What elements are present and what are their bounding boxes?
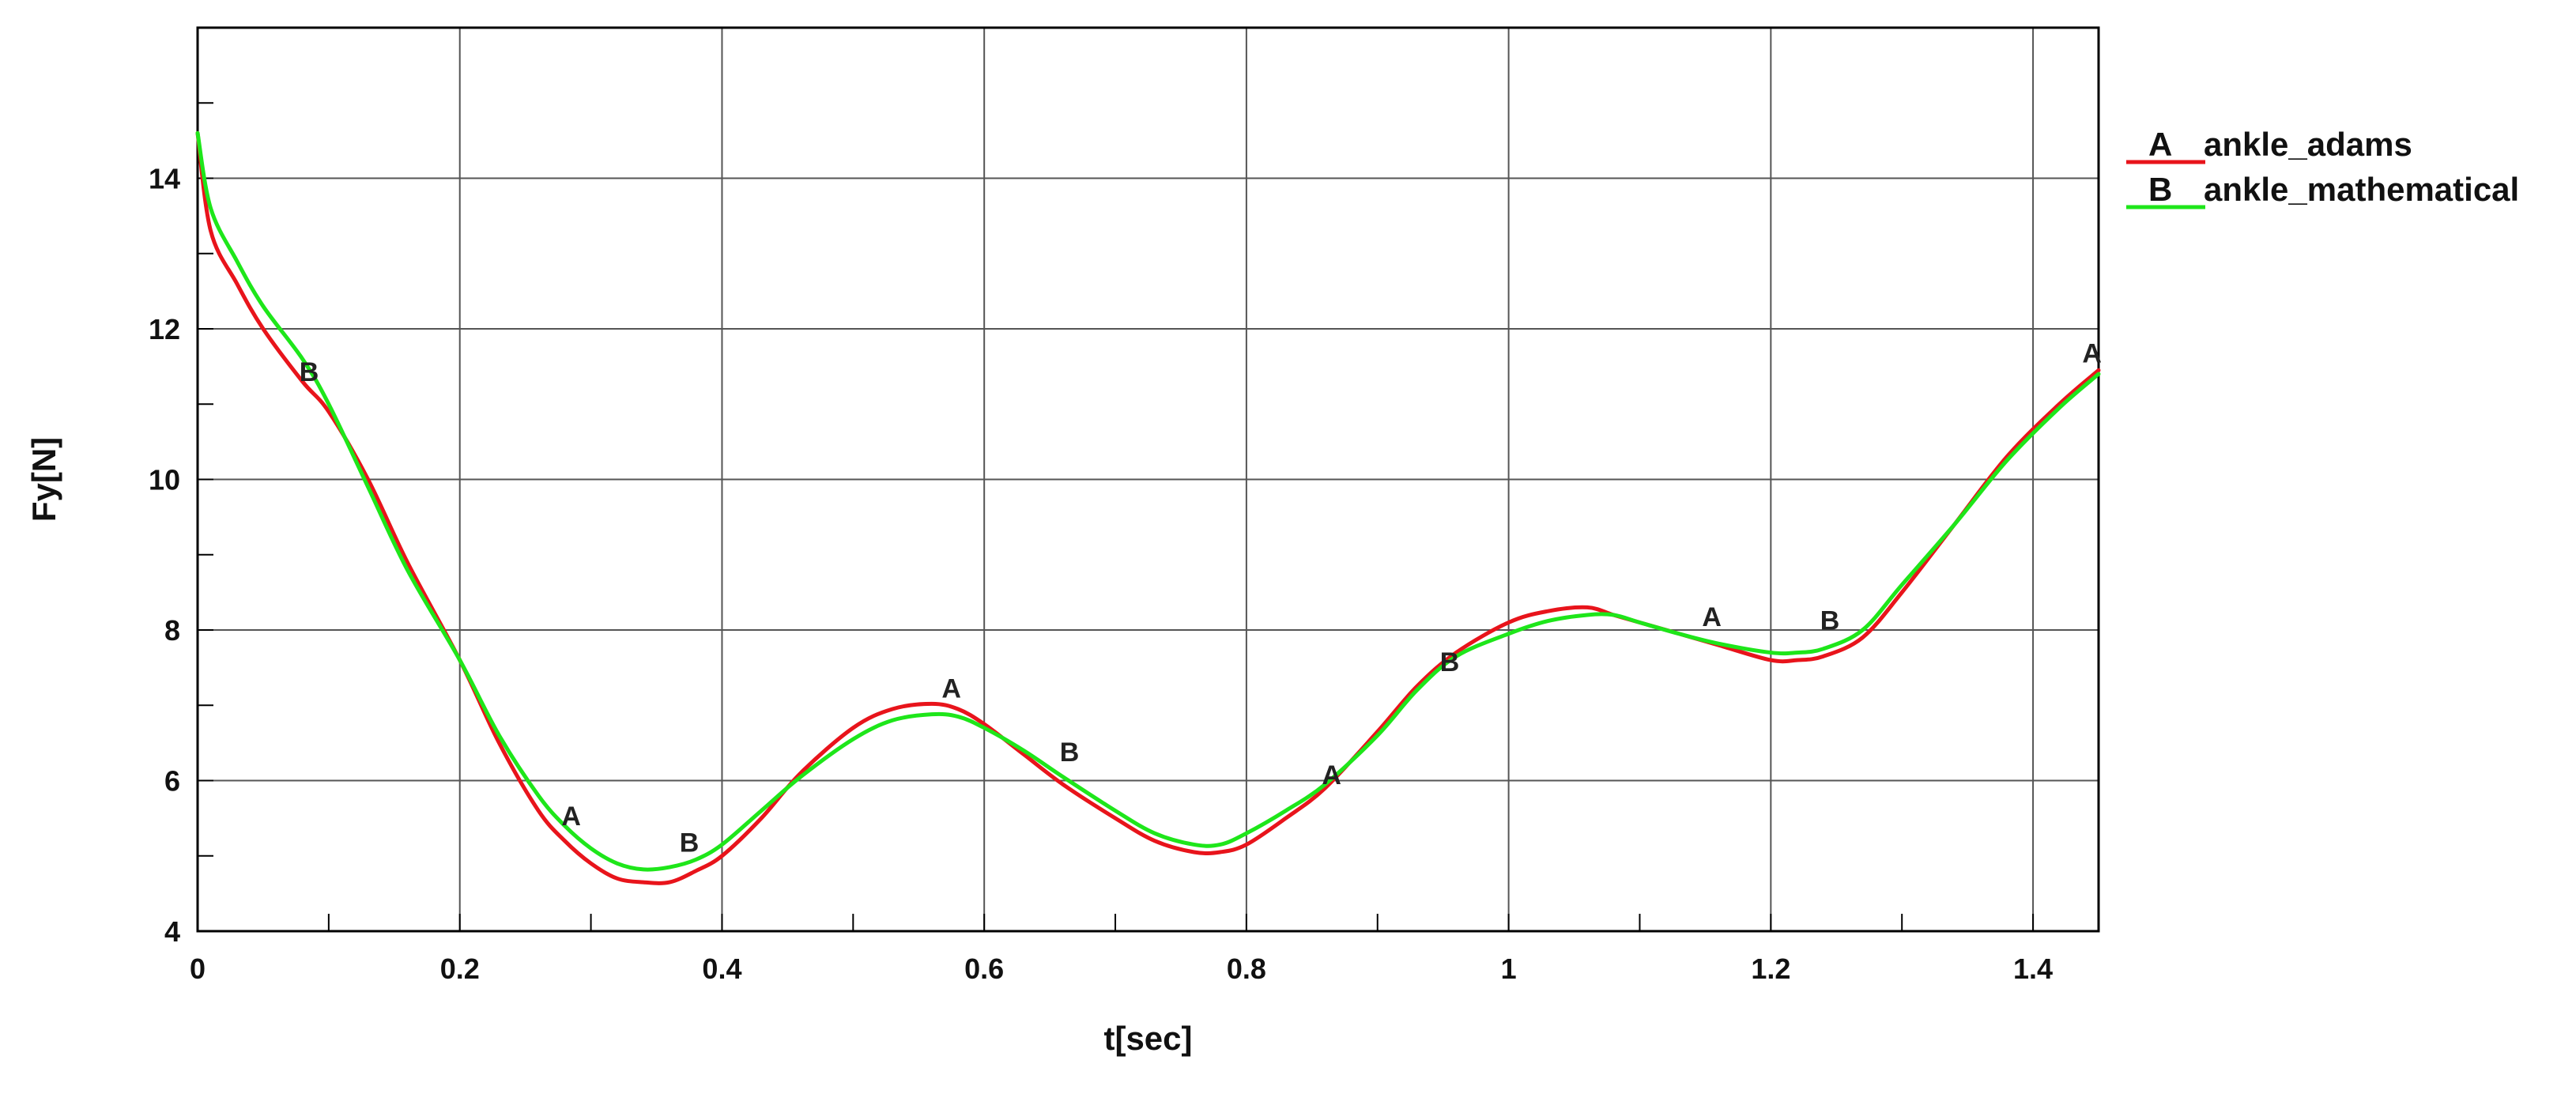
y-tick-label: 12 xyxy=(149,313,180,345)
series-line-ankle-adams xyxy=(195,130,2101,885)
x-tick-labels: 0 0.2 0.4 0.6 0.8 1 1.2 1.4 xyxy=(190,953,2053,985)
legend-entry-label: ankle_mathematical xyxy=(2204,171,2519,208)
x-tick-label: 0.4 xyxy=(702,953,741,985)
series-line-ankle-mathematical xyxy=(195,130,2101,872)
curve-marker-label: B xyxy=(1440,647,1460,677)
y-tick-labels: 4 6 8 10 12 14 xyxy=(149,163,180,949)
y-tick-label: 10 xyxy=(149,464,180,496)
y-tick-label: 8 xyxy=(164,614,180,647)
series-layer xyxy=(195,130,2101,885)
curve-marker-label: A xyxy=(2082,338,2102,368)
curve-marker-label: B xyxy=(300,357,319,387)
y-tick-label: 6 xyxy=(164,765,180,798)
curve-marker-label: A xyxy=(941,673,961,704)
x-axis-title: t[sec] xyxy=(1103,1020,1192,1057)
curve-marker-label: A xyxy=(1702,602,1722,632)
legend-entry-label: ankle_adams xyxy=(2204,126,2412,163)
legend-marker: B xyxy=(2148,171,2172,208)
marker-labels: B A B A B A B A B A xyxy=(300,338,2102,858)
plot-frame xyxy=(196,26,2100,933)
curve-marker-label: B xyxy=(1820,606,1840,636)
curve-marker-label: A xyxy=(561,802,581,832)
legend-marker: A xyxy=(2148,126,2172,163)
curve-marker-label: B xyxy=(680,828,700,858)
x-tick-label: 1 xyxy=(1501,953,1517,985)
x-tick-label: 0.6 xyxy=(964,953,1004,985)
y-tick-label: 4 xyxy=(164,915,180,948)
x-tick-label: 1.4 xyxy=(2013,953,2053,985)
x-tick-label: 0.8 xyxy=(1227,953,1266,985)
x-tick-label: 1.2 xyxy=(1751,953,1790,985)
curve-marker-label: A xyxy=(1322,760,1341,790)
y-tick-label: 14 xyxy=(149,163,180,195)
grid-lines xyxy=(198,28,2099,931)
x-tick-label: 0.2 xyxy=(440,953,480,985)
curve-marker-label: B xyxy=(1060,738,1080,768)
y-axis-title: Fy[N] xyxy=(25,437,62,522)
x-tick-label: 0 xyxy=(190,953,206,985)
